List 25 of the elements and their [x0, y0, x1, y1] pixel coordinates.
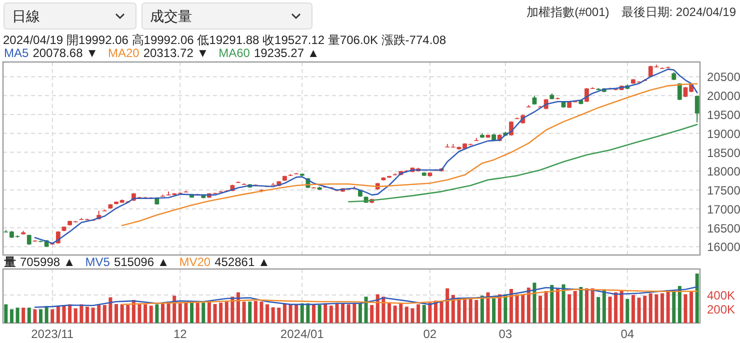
chart-title: 加權指數(#001)	[526, 5, 610, 19]
text: 日線	[12, 8, 40, 24]
y-tick-label: 200K	[707, 302, 736, 316]
x-tick-label: 2023/11	[31, 327, 74, 341]
y-tick-label: 18000	[707, 164, 740, 179]
text: 成交量	[150, 8, 192, 24]
y-tick-label: 20500	[707, 70, 740, 84]
x-tick-label: 2024/01	[280, 327, 324, 341]
y-tick-label: 17500	[707, 184, 740, 198]
chart-subtitle: 最後日期: 2024/04/19	[621, 5, 736, 19]
y-tick-label: 19500	[707, 108, 740, 122]
y-tick-label: 17000	[707, 202, 740, 216]
y-tick-label: 16500	[707, 221, 740, 236]
y-tick-label: 18500	[707, 146, 740, 160]
legend: 量 705998 ▲ MV5 515096 ▲ MV20 452861 ▲	[4, 255, 270, 269]
x-tick-label: 02	[423, 327, 437, 341]
y-tick-label: 400K	[707, 288, 736, 302]
y-tick-label: 19000	[707, 126, 740, 141]
text: 2024/04/19 開19992.06 高19992.06 低19291.88 收19527.12 量706.0K 漲跌-774.08	[3, 33, 446, 47]
y-tick-label: 20000	[707, 89, 740, 104]
x-tick-label: 03	[498, 327, 512, 341]
legend: MA5 20078.68 ▼ MA20 20313.72 ▼ MA60 19235.27 ▲	[4, 46, 320, 60]
x-tick-label: 04	[620, 327, 634, 341]
y-tick-label: 16000	[707, 240, 740, 254]
x-tick-label: 12	[173, 327, 188, 341]
